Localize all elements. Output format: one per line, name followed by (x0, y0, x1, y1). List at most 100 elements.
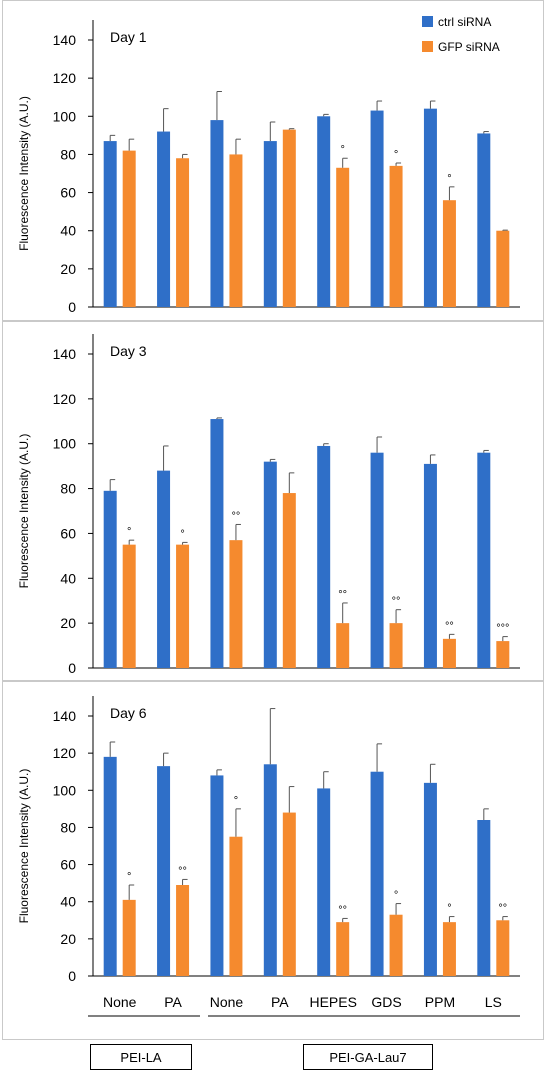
p3-y-tick-label: 40 (60, 894, 76, 910)
p3-gfp-bar (282, 812, 296, 976)
p2-ctrl-bar (157, 470, 171, 668)
p3-significance-marker: °° (338, 904, 347, 916)
p2-panel-label: Day 3 (110, 343, 147, 359)
p3-x-tick-label: HEPES (309, 994, 356, 1010)
p1-ctrl-bar (370, 110, 384, 307)
p2-ctrl-bar (317, 445, 331, 668)
p3-x-tick-label: None (210, 994, 244, 1010)
p2-y-tick-label: 0 (68, 660, 76, 676)
p3-gfp-bar (229, 836, 243, 976)
p1-y-axis-title: Fluorescence Intensity (A.U.) (17, 96, 31, 251)
p1-panel-label: Day 1 (110, 29, 147, 45)
legend-ctrl-label: ctrl siRNA (438, 15, 491, 29)
p1-y-tick-label: 80 (60, 146, 76, 162)
p2-y-tick-label: 60 (60, 525, 76, 541)
p2-gfp-bar (282, 493, 296, 668)
p3-gfp-bar (442, 922, 456, 976)
p3-gfp-bar (389, 914, 403, 976)
p2-significance-marker: ° (127, 526, 131, 538)
p3-ctrl-bar (103, 756, 117, 976)
p2-y-tick-label: 140 (53, 346, 77, 362)
p3-ctrl-bar (423, 782, 437, 976)
p1-gfp-bar (122, 150, 136, 307)
p1-ctrl-bar (263, 141, 277, 307)
legend-ctrl-swatch (422, 16, 433, 27)
panel-frame-day6 (2, 680, 544, 1040)
group-label-pei-la: PEI-LA (90, 1044, 192, 1070)
p1-gfp-bar (442, 200, 456, 307)
p3-x-tick-label: LS (485, 994, 502, 1010)
p2-gfp-bar (336, 623, 350, 668)
p1-significance-marker: ° (447, 173, 451, 185)
p3-y-tick-label: 100 (53, 782, 77, 798)
p2-significance-marker: °°° (496, 623, 509, 635)
p2-gfp-bar (229, 540, 243, 668)
p3-ctrl-bar (317, 788, 331, 976)
p3-panel-label: Day 6 (110, 705, 147, 721)
p1-ctrl-bar (157, 131, 171, 307)
p3-significance-marker: °° (498, 903, 507, 915)
p2-y-tick-label: 120 (53, 391, 77, 407)
p1-y-tick-label: 0 (68, 299, 76, 315)
p1-gfp-bar (336, 167, 350, 307)
p2-gfp-bar (496, 641, 510, 668)
p2-gfp-bar (176, 544, 190, 668)
p3-y-tick-label: 0 (68, 968, 76, 984)
p3-gfp-bar (122, 899, 136, 976)
p3-x-tick-label: PA (271, 994, 289, 1010)
p2-y-axis-title: Fluorescence Intensity (A.U.) (17, 434, 31, 589)
p1-gfp-bar (389, 165, 403, 307)
p1-y-tick-label: 120 (53, 70, 77, 86)
p3-significance-marker: °° (178, 865, 187, 877)
p2-ctrl-bar (423, 463, 437, 668)
p2-ctrl-bar (210, 419, 224, 668)
p3-y-axis-title: Fluorescence Intensity (A.U.) (17, 769, 31, 924)
p3-ctrl-bar (370, 771, 384, 976)
p3-ctrl-bar (210, 775, 224, 976)
p1-ctrl-bar (103, 141, 117, 307)
p3-x-tick-label: PPM (425, 994, 455, 1010)
p1-ctrl-bar (477, 133, 491, 307)
p1-ctrl-bar (210, 120, 224, 307)
p3-y-tick-label: 80 (60, 819, 76, 835)
p2-gfp-bar (122, 544, 136, 668)
p3-gfp-bar (176, 885, 190, 976)
p3-ctrl-bar (263, 764, 277, 976)
p2-gfp-bar (442, 638, 456, 668)
p2-ctrl-bar (263, 461, 277, 668)
panel-frame-day1 (2, 0, 544, 322)
legend-gfp-label: GFP siRNA (438, 40, 500, 54)
p1-significance-marker: ° (340, 144, 344, 156)
group-label-pei-ga-lau7: PEI-GA-Lau7 (303, 1044, 433, 1070)
p1-ctrl-bar (423, 108, 437, 308)
p2-y-tick-label: 80 (60, 481, 76, 497)
p3-y-tick-label: 140 (53, 708, 77, 724)
p1-y-tick-label: 60 (60, 185, 76, 201)
p2-ctrl-bar (370, 452, 384, 668)
p2-significance-marker: ° (180, 528, 184, 540)
p2-significance-marker: °° (445, 620, 454, 632)
p3-significance-marker: ° (394, 890, 398, 902)
panel-frame-day3 (2, 320, 544, 682)
p2-y-tick-label: 100 (53, 436, 77, 452)
p1-gfp-bar (282, 129, 296, 307)
p3-y-tick-label: 120 (53, 745, 77, 761)
p3-gfp-bar (496, 920, 510, 976)
p3-y-tick-label: 20 (60, 931, 76, 947)
p1-ctrl-bar (317, 116, 331, 308)
p2-significance-marker: °° (392, 596, 401, 608)
p3-y-tick-label: 60 (60, 857, 76, 873)
p1-gfp-bar (176, 158, 190, 307)
p2-ctrl-bar (477, 452, 491, 668)
p1-gfp-bar (496, 230, 510, 307)
p1-y-tick-label: 40 (60, 223, 76, 239)
p1-y-tick-label: 140 (53, 32, 77, 48)
p1-significance-marker: ° (394, 149, 398, 161)
p2-y-tick-label: 40 (60, 570, 76, 586)
p3-x-tick-label: GDS (371, 994, 401, 1010)
p2-gfp-bar (389, 623, 403, 668)
p3-ctrl-bar (157, 766, 171, 976)
p2-ctrl-bar (103, 490, 117, 668)
p3-x-tick-label: None (103, 994, 137, 1010)
